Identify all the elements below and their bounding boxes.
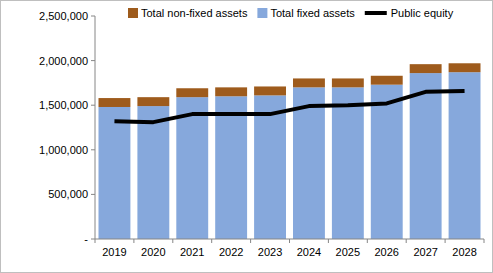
- bar: [371, 76, 403, 85]
- bar: [410, 73, 442, 239]
- y-tick-label: 1,000,000: [39, 144, 88, 156]
- bar: [215, 96, 247, 239]
- bar: [293, 78, 325, 87]
- bar: [332, 78, 364, 87]
- legend-swatch: [257, 8, 267, 18]
- bar: [137, 97, 169, 106]
- x-tick-label: 2020: [141, 246, 165, 258]
- y-tick-label: -: [84, 233, 88, 245]
- x-tick-label: 2021: [180, 246, 204, 258]
- bar: [137, 106, 169, 239]
- bar: [254, 95, 286, 239]
- chart: - 500,000 1,000,000 1,500,000 2,000,000 2,500…: [0, 0, 493, 273]
- bar: [410, 64, 442, 73]
- x-tick-label: 2025: [336, 246, 360, 258]
- bar: [332, 87, 364, 239]
- line: [114, 91, 464, 122]
- x-tick: [95, 239, 96, 243]
- x-tick: [289, 239, 290, 243]
- x-tick: [445, 239, 446, 243]
- x-tick: [484, 239, 485, 243]
- bar: [449, 72, 481, 239]
- x-tick-label: 2026: [375, 246, 399, 258]
- bar: [99, 98, 131, 107]
- legend-label: Total non-fixed assets: [141, 7, 248, 19]
- bar: [215, 87, 247, 96]
- x-tick: [211, 239, 212, 243]
- y-tick: [91, 194, 95, 195]
- x-tick: [406, 239, 407, 243]
- y-tick-label: 2,500,000: [39, 10, 88, 22]
- legend-label: Public equity: [391, 7, 454, 19]
- x-tick-label: 2022: [219, 246, 243, 258]
- bar: [371, 85, 403, 239]
- x-tick: [172, 239, 173, 243]
- page: {"chart_data": {"type": "bar", "stacked"…: [0, 0, 493, 273]
- x-tick: [367, 239, 368, 243]
- x-tick-label: 2023: [258, 246, 282, 258]
- x-tick-label: 2027: [413, 246, 437, 258]
- y-tick-label: 2,000,000: [39, 55, 88, 67]
- x-tick: [133, 239, 134, 243]
- y-axis: [95, 16, 96, 239]
- x-tick: [328, 239, 329, 243]
- legend-label: Total fixed assets: [270, 7, 355, 19]
- legend-swatch: [365, 11, 387, 15]
- x-tick-label: 2024: [297, 246, 321, 258]
- bar: [254, 86, 286, 95]
- y-tick: [91, 16, 95, 17]
- y-tick: [91, 149, 95, 150]
- legend-swatch: [128, 8, 138, 18]
- bar: [176, 88, 208, 97]
- y-tick-label: 500,000: [48, 188, 88, 200]
- bar: [99, 107, 131, 239]
- chart-frame: [1, 1, 493, 273]
- y-tick-label: 1,500,000: [39, 99, 88, 111]
- x-tick-label: 2019: [102, 246, 126, 258]
- y-tick: [91, 239, 95, 240]
- bar: [449, 63, 481, 72]
- y-tick: [91, 105, 95, 106]
- x-tick: [250, 239, 251, 243]
- y-tick: [91, 60, 95, 61]
- x-tick-label: 2028: [452, 246, 476, 258]
- plot-marks: [99, 63, 481, 239]
